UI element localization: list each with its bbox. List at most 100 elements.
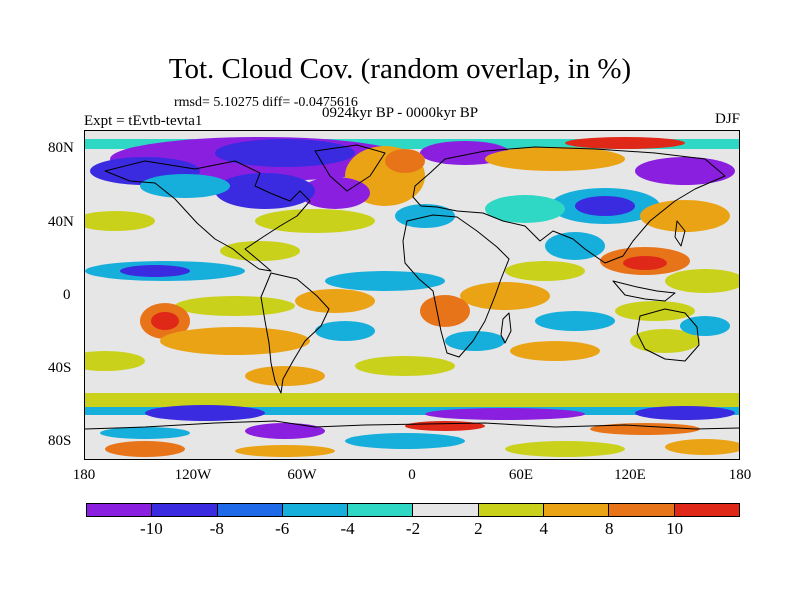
field-blob xyxy=(85,393,739,407)
lon-tick-label: 180 xyxy=(728,467,752,483)
colorbar-label: 10 xyxy=(666,519,684,538)
field-blob xyxy=(385,149,425,173)
field-blob xyxy=(485,147,625,171)
field-blob xyxy=(85,407,739,415)
field-blob xyxy=(120,265,190,277)
field-blob xyxy=(215,139,355,167)
field-blob xyxy=(100,427,190,439)
field-blob xyxy=(575,196,635,216)
colorbar-label: 2 xyxy=(474,519,483,538)
field-blob xyxy=(405,421,485,431)
south-america-coastline xyxy=(260,272,330,394)
field-blob xyxy=(175,296,295,316)
eurasia-coastline xyxy=(412,146,726,264)
field-blob xyxy=(623,256,667,270)
colorbar-swatch xyxy=(674,504,739,516)
field-blob xyxy=(640,200,730,232)
colorbar-label: 8 xyxy=(604,519,614,538)
field-blob xyxy=(545,232,605,260)
field-blob xyxy=(295,289,375,313)
field-blob xyxy=(485,195,565,223)
lat-tick-label: 40S xyxy=(48,360,72,376)
field-blob xyxy=(420,295,470,327)
field-blob xyxy=(160,327,310,355)
experiment-label: Expt = tEvtb-tevta1 xyxy=(84,113,203,129)
field-blob xyxy=(425,408,585,420)
colorbar-label: 4 xyxy=(539,519,549,538)
field-blob xyxy=(140,174,230,198)
lon-tick-label: 180 xyxy=(72,467,96,483)
field-blob xyxy=(105,441,185,457)
colorbar-label: -4 xyxy=(340,519,355,538)
field-blob xyxy=(680,316,730,336)
field-blob xyxy=(445,331,505,351)
anomaly-field xyxy=(85,137,739,457)
field-blob xyxy=(300,177,370,209)
chart-title: Tot. Cloud Cov. (random overlap, in %) xyxy=(168,53,632,85)
colorbar-swatch xyxy=(282,504,349,516)
field-blob xyxy=(460,282,550,310)
lon-tick-label: 0 xyxy=(408,467,416,483)
field-blob xyxy=(145,405,265,421)
lat-tick-label: 80S xyxy=(48,433,72,449)
field-blob xyxy=(325,271,445,291)
field-blob xyxy=(395,204,455,228)
field-blob xyxy=(630,329,700,353)
colorbar-label: -10 xyxy=(140,519,163,538)
stats-label: rmsd= 5.10275 diff= -0.0475616 xyxy=(174,95,358,110)
colorbar-label: -6 xyxy=(275,519,290,538)
colorbar xyxy=(86,503,740,517)
field-blob xyxy=(615,301,695,321)
antarctica-coastline xyxy=(85,420,739,430)
map-panel xyxy=(84,130,740,460)
lat-tick-label: 0 xyxy=(63,287,71,303)
lon-tick-label: 60E xyxy=(508,467,534,483)
field-blob xyxy=(85,139,739,149)
anomaly-map xyxy=(85,131,739,459)
madagascar-coastline xyxy=(500,312,512,344)
colorbar-swatch xyxy=(152,504,218,516)
lat-tick-label: 80N xyxy=(48,140,74,156)
field-blob xyxy=(255,209,375,233)
period-label: 0924kyr BP - 0000kyr BP xyxy=(322,105,479,121)
field-blob xyxy=(565,137,685,149)
colorbar-swatch xyxy=(87,504,153,516)
field-blob xyxy=(85,351,145,371)
field-blob xyxy=(151,312,179,330)
lon-tick-label: 120W xyxy=(174,467,212,483)
field-blob xyxy=(590,423,700,435)
japan-coastline xyxy=(674,220,686,247)
colorbar-swatch xyxy=(544,504,610,516)
field-blob xyxy=(85,211,155,231)
lat-tick-label: 40N xyxy=(48,214,74,230)
australia-coastline xyxy=(636,308,700,362)
colorbar-label: -8 xyxy=(209,519,224,538)
field-blob xyxy=(665,439,739,455)
field-blob xyxy=(345,433,465,449)
field-blob xyxy=(505,441,625,457)
colorbar-swatch xyxy=(609,504,675,516)
field-blob xyxy=(315,321,375,341)
field-blob xyxy=(235,445,335,457)
field-blob xyxy=(535,311,615,331)
coastlines xyxy=(85,144,739,430)
greenland-coastline xyxy=(314,144,386,192)
indonesia-coastline xyxy=(612,280,676,302)
colorbar-swatch xyxy=(348,504,414,516)
field-blob xyxy=(355,356,455,376)
field-blob xyxy=(665,269,739,293)
field-blob xyxy=(245,423,325,439)
colorbar-swatch xyxy=(217,504,283,516)
colorbar-swatch xyxy=(413,504,479,516)
field-blob xyxy=(220,241,300,261)
africa-coastline xyxy=(402,214,510,358)
lon-tick-label: 60W xyxy=(287,467,317,483)
field-blob xyxy=(635,157,735,185)
north-america-coastline xyxy=(104,160,311,272)
field-blob xyxy=(510,341,600,361)
colorbar-swatch xyxy=(478,504,545,516)
field-blob xyxy=(505,261,585,281)
colorbar-label: -2 xyxy=(405,519,421,538)
season-label: DJF xyxy=(714,111,740,127)
field-blob xyxy=(635,406,735,420)
